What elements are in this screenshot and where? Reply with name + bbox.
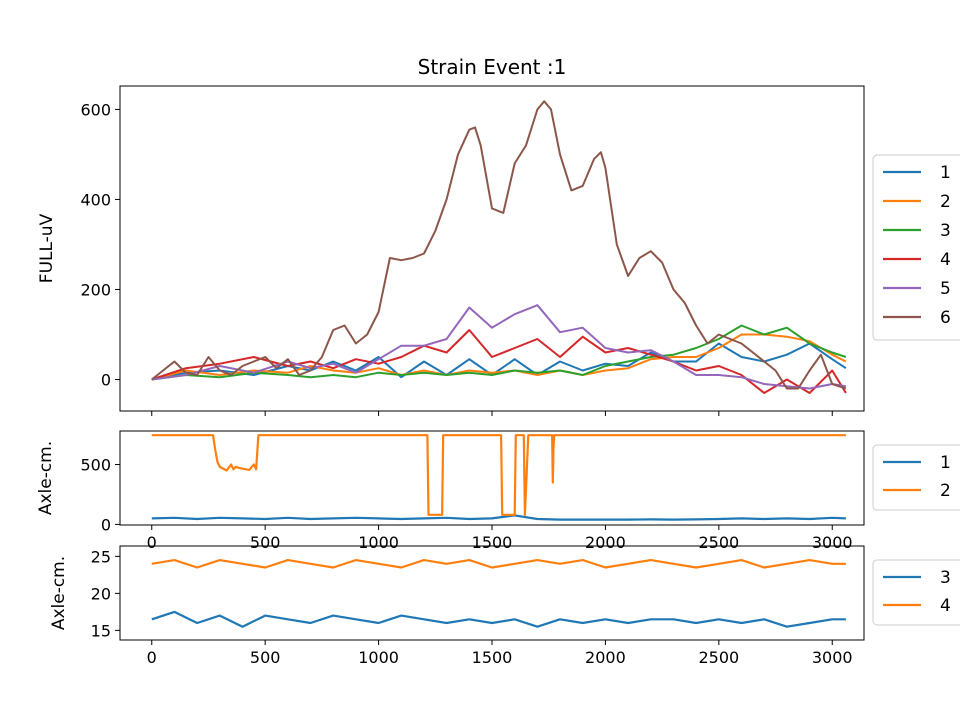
legend: 12 [872,444,960,511]
legend-label-2: 2 [940,192,951,212]
y-tick-label: 400 [80,190,111,209]
series-line-3 [151,610,846,628]
series-line-6 [151,100,847,390]
x-tick-label: 500 [250,648,281,667]
x-tick-label: 2500 [698,533,739,552]
series-line-3 [151,324,847,381]
x-tick-label: 1500 [472,648,513,667]
x-tick-label: 1500 [472,533,513,552]
legend-label-4: 4 [940,250,951,270]
y-axis-label: FULL-uV [37,213,57,283]
plot-frame [119,430,865,526]
y-tick-label: 0 [101,515,111,534]
legend-label-6: 6 [940,308,951,328]
x-tick-label: 500 [250,533,281,552]
y-tick-label: 20 [91,584,111,603]
y-axis-label: Axle-cm. [49,556,69,630]
panel-1: 0 200 400 600 FULL-uV Strain Event :1 1 2 3 4 5 6 [37,55,960,416]
series-line-1 [151,342,847,381]
legend-label-3: 3 [940,568,951,588]
x-tick-label: 2000 [585,648,626,667]
x-tick-label: 0 [147,648,157,667]
x-tick-label: 1000 [358,648,399,667]
plot-frame [119,545,865,641]
y-axis-label: Axle-cm. [36,441,56,515]
x-tick-label: 2500 [698,648,739,667]
x-tick-label: 0 [147,533,157,552]
y-tick-label: 25 [91,547,111,566]
x-tick-label: 1000 [358,533,399,552]
series-line-1 [151,514,846,521]
y-tick-label: 600 [80,100,111,119]
series-line-5 [151,304,847,390]
x-tick-label: 2000 [585,533,626,552]
legend: 1 2 3 4 5 6 [872,154,960,341]
legend-label-2: 2 [940,481,951,501]
chart-title: Strain Event :1 [418,55,567,79]
y-tick-label: 200 [80,280,111,299]
legend-label-4: 4 [940,596,951,616]
legend-label-3: 3 [940,221,951,241]
legend-label-1: 1 [940,453,951,473]
y-tick-label: 500 [80,456,111,475]
series-line-4 [151,559,846,569]
legend-label-5: 5 [940,279,951,299]
x-tick-label: 3000 [812,533,853,552]
legend: 34 [872,559,960,626]
y-tick-label: 0 [101,370,111,389]
y-tick-label: 15 [91,621,111,640]
series-line-2 [151,434,846,516]
x-tick-label: 3000 [812,648,853,667]
legend-label-1: 1 [940,163,951,183]
